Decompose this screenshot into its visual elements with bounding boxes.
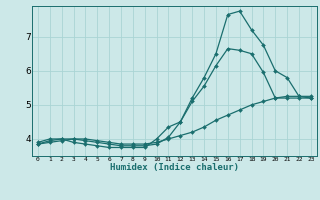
X-axis label: Humidex (Indice chaleur): Humidex (Indice chaleur) bbox=[110, 163, 239, 172]
